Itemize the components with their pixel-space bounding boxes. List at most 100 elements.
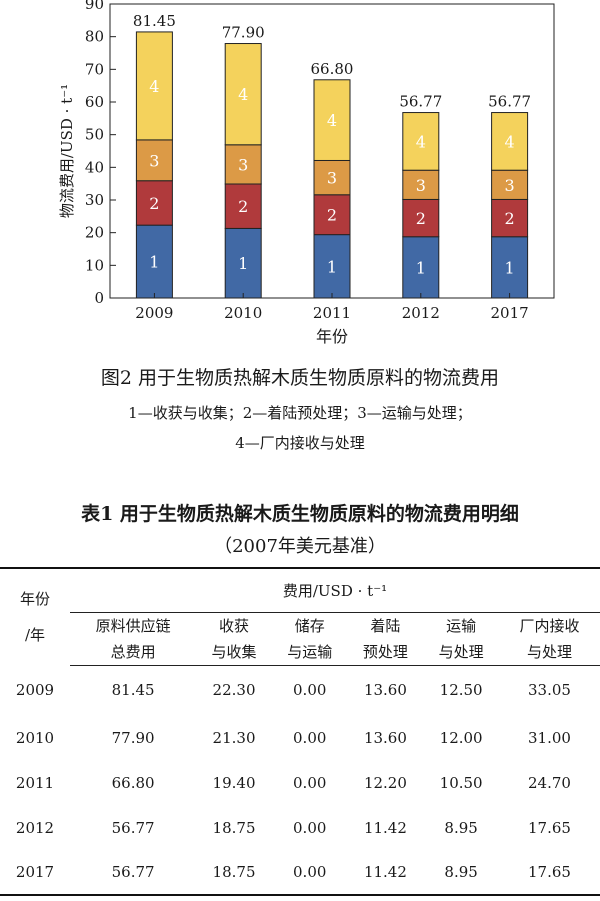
cost-breakdown-table: 年份 /年 费用/USD · t⁻¹ 原料供应链 总费用 收获 与收集 储存 与运输 … (0, 567, 600, 896)
y-tick-label: 0 (94, 289, 104, 307)
bar-total-label: 56.77 (399, 93, 442, 111)
segment-label: 3 (238, 155, 248, 174)
cell: 2017 (15, 863, 55, 881)
bar-segment (491, 112, 529, 171)
bar-total-label: 77.90 (222, 24, 265, 42)
cell: 12.20 (363, 773, 407, 792)
cell: 2009 (15, 681, 55, 699)
y-tick-label: 50 (85, 126, 104, 144)
table-title: 表1 用于生物质热解木质生物质原料的物流费用明细 (81, 503, 519, 525)
cell: 81.45 (111, 681, 155, 700)
cell: 0.00 (293, 728, 327, 747)
y-tick-label: 70 (85, 60, 104, 78)
y-tick-label: 40 (85, 158, 104, 176)
bar-segment (313, 79, 351, 161)
bar-segment (313, 159, 351, 196)
x-tick-label: 2010 (224, 304, 262, 322)
segment-label: 3 (416, 176, 426, 195)
cell: 0.00 (293, 818, 327, 837)
cell: 8.95 (444, 818, 478, 837)
cell: 21.30 (212, 728, 256, 747)
cell: 12.00 (439, 728, 483, 747)
bar-segment (224, 43, 262, 146)
cell: 19.40 (212, 773, 256, 792)
segment-label: 2 (416, 209, 426, 228)
col-header-landing: 着陆 预处理 (347, 612, 424, 666)
segment-label: 4 (149, 77, 159, 96)
segment-label: 4 (238, 85, 248, 104)
segment-label: 3 (327, 169, 337, 188)
bar-total-label: 66.80 (311, 60, 354, 78)
bar-segment (224, 144, 262, 185)
table-row: 2010 77.90 21.30 0.00 13.60 12.00 31.00 (0, 715, 600, 760)
stacked-bar-chart: 0 10 20 30 40 50 60 70 80 90 1 2 3 4 81.45 2009 1 2 3 4 77.9… (58, 0, 555, 346)
cell: 17.65 (528, 863, 571, 881)
cell: 31.00 (528, 728, 571, 747)
segment-label: 1 (505, 258, 515, 277)
cell: 56.77 (111, 818, 155, 837)
y-tick-label: 10 (85, 256, 104, 274)
segment-label: 3 (149, 151, 159, 170)
segment-label: 1 (327, 257, 337, 276)
year-header-line1: 年份 (19, 590, 50, 608)
cell: 77.90 (111, 728, 155, 747)
segment-label: 2 (327, 206, 337, 225)
cell: 18.75 (212, 818, 256, 837)
segment-label: 1 (416, 258, 426, 277)
table-row: 2017 56.77 18.75 0.00 11.42 8.95 17.65 (0, 850, 600, 895)
y-tick-label: 80 (85, 28, 104, 46)
year-header: 年份 /年 (0, 568, 70, 665)
col-header-storage: 储存 与运输 (271, 612, 348, 666)
col-header-receiving: 厂内接收 与处理 (498, 612, 600, 666)
table-row: 2009 81.45 22.30 0.00 13.60 12.50 33.05 (0, 665, 600, 715)
legend-line-1: 1—收获与收集；2—着陆预处理；3—运输与处理； (128, 404, 472, 422)
cell: 12.50 (439, 681, 483, 700)
cell: 18.75 (212, 863, 256, 881)
y-tick-label: 60 (85, 93, 104, 111)
x-axis-label: 年份 (316, 327, 348, 346)
bar-segment (402, 169, 440, 200)
bar-segment (135, 31, 173, 141)
x-tick-label: 2017 (491, 304, 529, 322)
year-header-line2: /年 (24, 626, 46, 644)
y-tick-label: 20 (85, 224, 104, 242)
cell: 8.95 (444, 863, 478, 881)
cell: 11.42 (363, 818, 407, 837)
col-header-transport: 运输 与处理 (423, 612, 499, 666)
cell: 0.00 (293, 773, 327, 792)
figure-caption: 图2 用于生物质热解木质生物质原料的物流费用 (100, 367, 500, 389)
col-header-total: 原料供应链 总费用 (70, 612, 197, 666)
segment-label: 4 (416, 132, 426, 151)
x-tick-label: 2011 (313, 304, 351, 322)
x-tick-label: 2012 (402, 304, 440, 322)
table-subtitle: （2007年美元基准） (214, 536, 386, 557)
cell: 2011 (15, 773, 55, 792)
y-axis-label: 物流费用/USD · t⁻¹ (58, 84, 76, 218)
cell: 2010 (15, 728, 55, 747)
bar-segment (135, 139, 173, 182)
x-tick-label: 2009 (135, 304, 173, 322)
cell: 0.00 (293, 681, 327, 700)
cell: 66.80 (111, 773, 155, 792)
cell: 11.42 (363, 863, 407, 881)
segment-label: 4 (327, 111, 337, 130)
table-row: 2011 66.80 19.40 0.00 12.20 10.50 24.70 (0, 760, 600, 805)
cell: 10.50 (439, 773, 483, 792)
cell: 33.05 (528, 681, 571, 700)
segment-label: 2 (238, 197, 248, 216)
cost-group-header: 费用/USD · t⁻¹ (70, 568, 600, 613)
segment-label: 2 (505, 209, 515, 228)
bar-segment (135, 180, 173, 226)
col-header-harvest: 收获 与收集 (196, 612, 272, 666)
bar-total-label: 56.77 (488, 93, 531, 111)
cell: 24.70 (528, 773, 571, 792)
y-tick-label: 90 (85, 0, 104, 13)
cell: 2012 (15, 818, 55, 837)
cell: 22.30 (212, 681, 256, 700)
segment-label: 1 (238, 254, 248, 273)
legend-line-2: 4—厂内接收与处理 (235, 434, 365, 452)
cell: 56.77 (111, 863, 155, 881)
segment-label: 2 (149, 194, 159, 213)
segment-label: 3 (505, 176, 515, 195)
y-tick-label: 30 (85, 191, 104, 209)
